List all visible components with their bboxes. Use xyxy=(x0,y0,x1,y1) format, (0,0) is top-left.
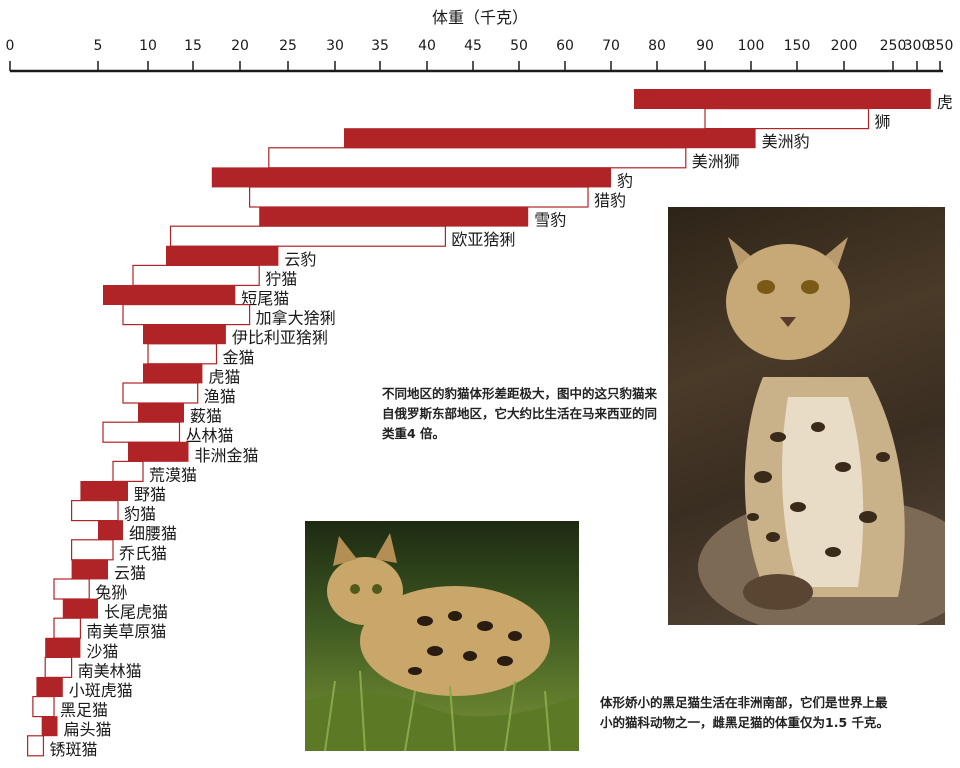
species-label: 加拿大猞猁 xyxy=(256,309,336,328)
x-tick-label: 30 xyxy=(326,38,344,54)
species-label: 猎豹 xyxy=(594,191,626,210)
weight-range-bar xyxy=(138,402,184,423)
weight-range-bar xyxy=(103,285,236,305)
species-label: 荒漠猫 xyxy=(149,465,197,484)
x-tick-label: 45 xyxy=(464,38,482,54)
species-label: 扁头猫 xyxy=(64,720,112,739)
weight-range-bar xyxy=(62,598,98,619)
weight-range-bar xyxy=(128,441,189,462)
species-label: 南美草原猫 xyxy=(86,622,166,641)
species-label: 美洲狮 xyxy=(692,152,740,171)
weight-range-bar xyxy=(259,206,529,227)
x-axis-title: 体重（千克） xyxy=(431,8,528,27)
species-label: 短尾猫 xyxy=(241,289,289,308)
weight-range-bar xyxy=(44,656,73,679)
species-label: 锈斑猫 xyxy=(49,740,97,759)
x-tick-label: 150 xyxy=(784,38,811,54)
black-footed-cat-illustration xyxy=(305,533,579,751)
x-tick-label: 15 xyxy=(184,38,202,54)
species-label: 美洲豹 xyxy=(762,132,810,151)
species-label: 非洲金猫 xyxy=(195,446,259,465)
weight-range-bar xyxy=(143,363,203,384)
weight-range-bar xyxy=(71,559,108,580)
weight-range-bar xyxy=(32,695,55,718)
weight-range-bar xyxy=(211,167,612,188)
x-tick-label: 25 xyxy=(279,38,297,54)
weight-range-bar xyxy=(102,421,181,443)
species-label: 渔猫 xyxy=(204,387,236,406)
weight-range-bar xyxy=(80,481,128,501)
species-label: 狮 xyxy=(875,113,891,132)
species-label: 沙猫 xyxy=(86,642,118,661)
x-tick-label: 350 xyxy=(927,38,954,54)
weight-range-bar xyxy=(112,460,144,482)
species-label: 云豹 xyxy=(284,250,316,269)
species-label: 兔狲 xyxy=(95,583,127,602)
x-tick-label: 10 xyxy=(139,38,157,54)
weight-range-bar xyxy=(122,382,199,404)
x-tick-label: 100 xyxy=(738,38,765,54)
weight-range-bar xyxy=(132,264,260,286)
weight-range-bar xyxy=(70,500,119,522)
species-label: 黑足猫 xyxy=(60,701,108,720)
species-label: 欧亚猞猁 xyxy=(451,230,515,249)
species-label: 豹猫 xyxy=(124,505,156,524)
species-label: 薮猫 xyxy=(190,407,222,426)
weight-range-bar xyxy=(169,225,446,247)
weight-range-bar xyxy=(166,245,279,266)
weight-range-bar xyxy=(249,186,589,208)
weight-range-bar xyxy=(45,637,81,658)
x-tick-label: 50 xyxy=(510,38,528,54)
x-tick-label: 60 xyxy=(556,38,574,54)
species-label: 丛林猫 xyxy=(186,426,234,445)
x-tick-label: 250 xyxy=(880,38,907,54)
weight-range-bar xyxy=(27,735,45,757)
x-tick-label: 40 xyxy=(418,38,436,54)
leopard-cat-illustration xyxy=(698,237,945,625)
black-footed-cat-photo xyxy=(305,521,579,751)
species-label: 金猫 xyxy=(223,348,255,367)
weight-range-bar xyxy=(41,716,58,737)
species-label: 小斑虎猫 xyxy=(69,681,133,700)
species-label: 虎 xyxy=(937,93,953,112)
x-tick-label: 70 xyxy=(602,38,620,54)
species-label: 野猫 xyxy=(134,485,166,504)
species-label: 伊比利亚猞猁 xyxy=(232,328,328,347)
x-tick-label: 0 xyxy=(6,38,15,54)
species-label: 雪豹 xyxy=(534,211,566,230)
weight-range-bar xyxy=(704,107,870,130)
weight-range-bar xyxy=(634,89,931,109)
species-label: 云猫 xyxy=(114,563,146,582)
species-label: 狞猫 xyxy=(265,269,297,288)
x-tick-label: 200 xyxy=(831,38,858,54)
leopard-cat-photo xyxy=(668,207,945,625)
x-tick-label: 90 xyxy=(696,38,714,54)
weight-range-bar xyxy=(268,147,687,169)
black-footed-cat-caption: 体形娇小的黑足猫生活在非洲南部，它们是世界上最小的猫科动物之一，雌黑足猫的体重仅… xyxy=(600,695,889,730)
x-tick-label: 80 xyxy=(648,38,666,54)
weight-range-bar xyxy=(70,539,114,561)
weight-range-bar xyxy=(122,304,251,326)
species-label: 长尾虎猫 xyxy=(104,603,168,622)
species-label: 细腰猫 xyxy=(129,524,177,543)
weight-range-bar xyxy=(53,578,90,600)
weight-range-bar xyxy=(98,520,123,541)
weight-range-bar xyxy=(344,128,756,149)
weight-range-bar xyxy=(53,617,81,639)
species-label: 乔氏猫 xyxy=(119,544,167,563)
weight-range-bar xyxy=(36,677,63,697)
leopard-cat-caption: 不同地区的豹猫体形差距极大，图中的这只豹猫来自俄罗斯东部地区，它大约比生活在马来… xyxy=(382,386,658,441)
weight-range-bar xyxy=(143,324,226,345)
x-tick-label: 35 xyxy=(371,38,389,54)
weight-range-bar xyxy=(147,343,218,365)
x-tick-label: 300 xyxy=(904,38,931,54)
x-tick-label: 5 xyxy=(94,38,103,54)
x-tick-label: 20 xyxy=(231,38,249,54)
species-label: 豹 xyxy=(617,171,633,190)
species-label: 南美林猫 xyxy=(78,661,142,680)
species-label: 虎猫 xyxy=(208,367,240,386)
